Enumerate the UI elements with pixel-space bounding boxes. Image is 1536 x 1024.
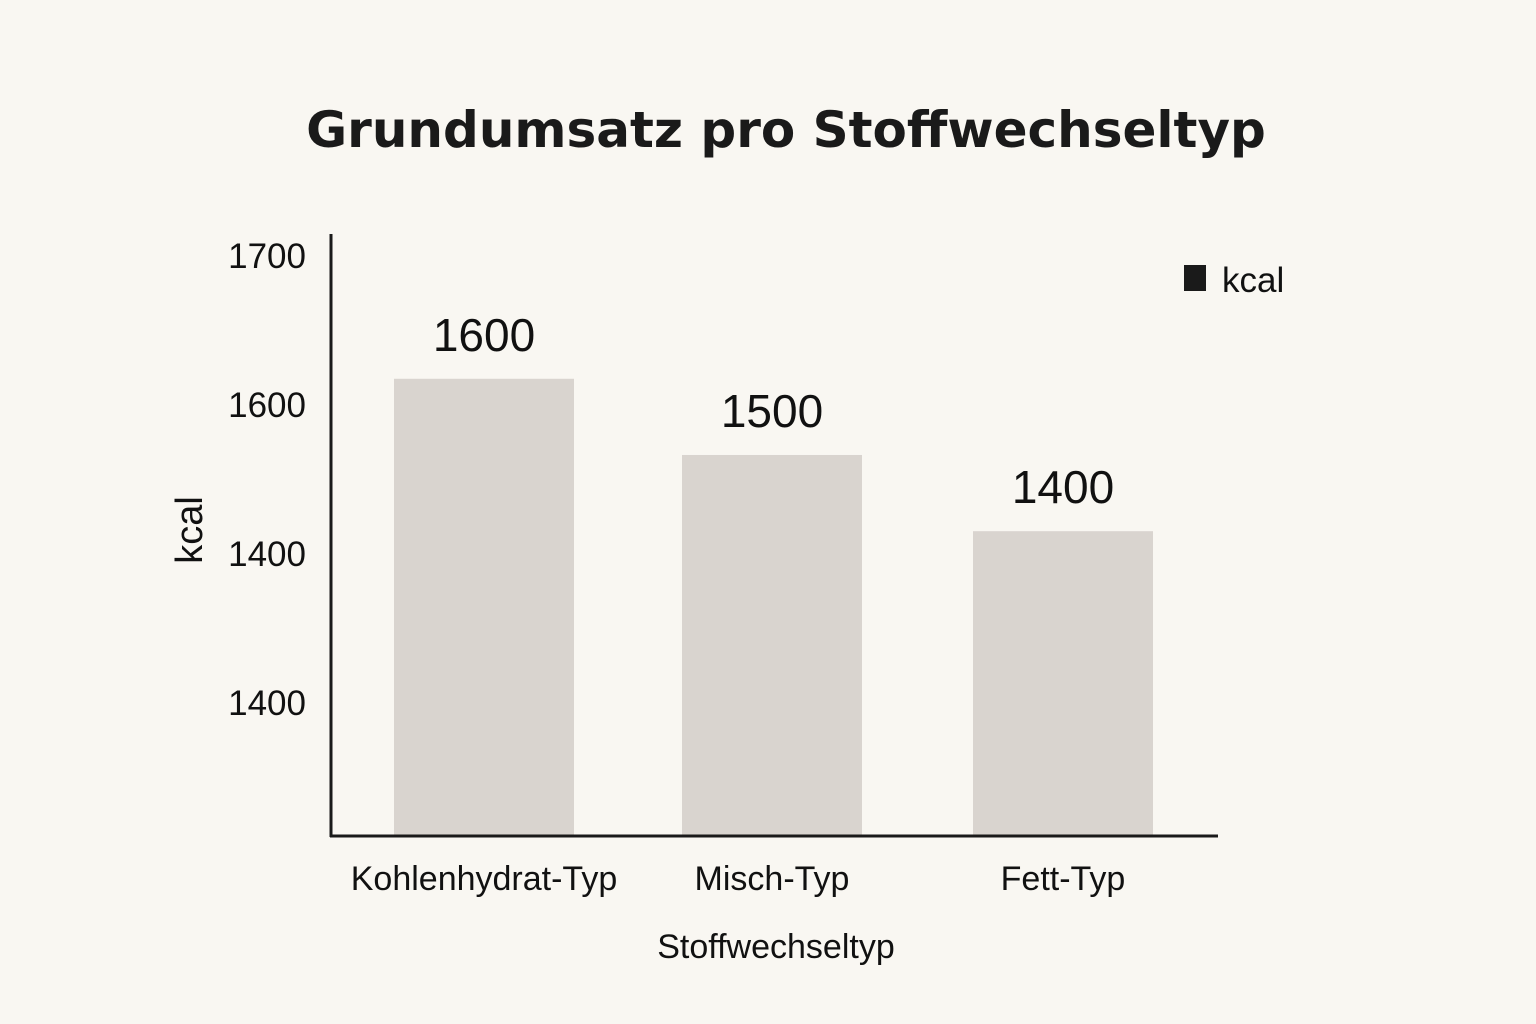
bar-2 xyxy=(682,454,862,836)
x-tick-label-1: Kohlenhydrat-Typ xyxy=(351,860,618,898)
legend-label: kcal xyxy=(1222,261,1284,300)
y-tick-label-4: 1400 xyxy=(228,684,306,723)
bar-value-label-2: 1500 xyxy=(721,385,823,437)
bar-1 xyxy=(394,378,574,836)
value-labels-group: 1600 1500 1400 xyxy=(433,309,1114,513)
bar-value-label-3: 1400 xyxy=(1012,461,1114,513)
y-tick-label-3: 1400 xyxy=(228,535,306,574)
y-tick-label-2: 1600 xyxy=(228,386,306,425)
x-tick-label-3: Fett-Typ xyxy=(1001,860,1126,898)
x-category-labels-group: Kohlenhydrat-Typ Misch-Typ Fett-Typ xyxy=(351,860,1126,898)
y-tick-labels-group: 1700 1600 1400 1400 xyxy=(228,237,306,723)
bar-3 xyxy=(973,531,1153,836)
chart-title: Grundumsatz pro Stoffwechseltyp xyxy=(306,101,1266,159)
legend: kcal xyxy=(1184,261,1284,300)
bars-group xyxy=(394,378,1153,836)
legend-marker xyxy=(1184,265,1206,291)
y-axis-label: kcal xyxy=(169,496,211,564)
y-tick-label-1: 1700 xyxy=(228,237,306,276)
x-axis-label: Stoffwechseltyp xyxy=(657,928,895,966)
x-tick-label-2: Misch-Typ xyxy=(695,860,850,898)
bar-value-label-1: 1600 xyxy=(433,309,535,361)
